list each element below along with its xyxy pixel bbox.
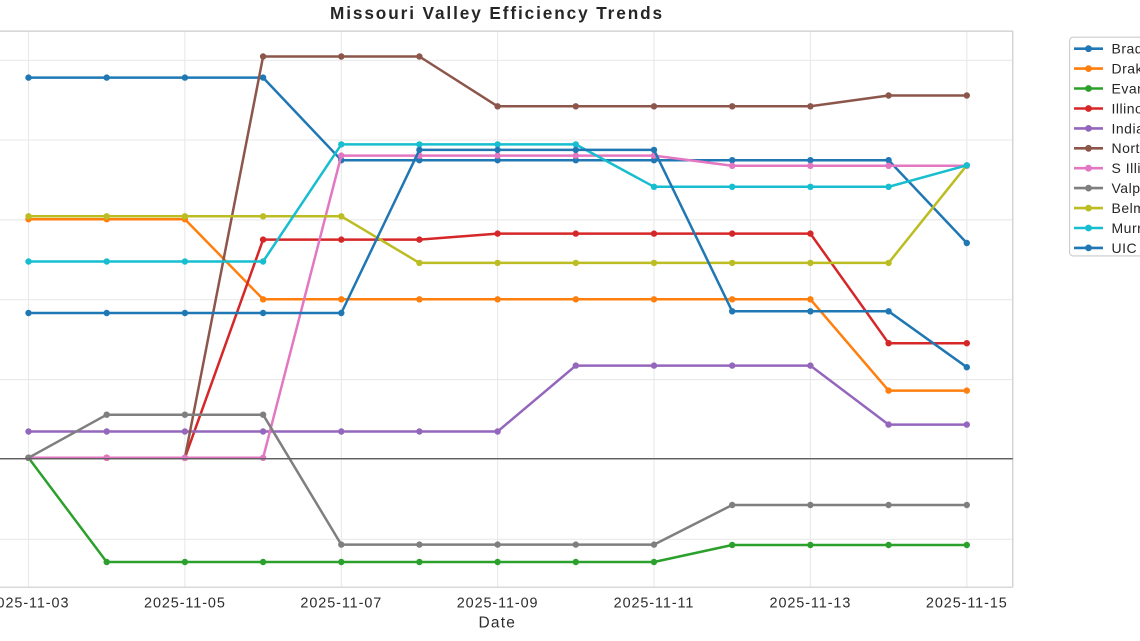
svg-text:Illinois State: Illinois State xyxy=(1112,100,1140,116)
svg-text:2025-11-15: 2025-11-15 xyxy=(926,596,1008,612)
svg-text:S Illinois: S Illinois xyxy=(1112,160,1140,176)
svg-text:UIC: UIC xyxy=(1112,240,1138,256)
svg-text:Murray State: Murray State xyxy=(1112,220,1140,236)
svg-text:Evansville: Evansville xyxy=(1112,80,1140,96)
svg-text:Date: Date xyxy=(479,615,517,632)
svg-text:2025-11-07: 2025-11-07 xyxy=(300,596,382,612)
svg-text:2025-11-09: 2025-11-09 xyxy=(457,596,539,612)
svg-text:2025-11-13: 2025-11-13 xyxy=(770,596,852,612)
svg-text:2025-11-03: 2025-11-03 xyxy=(0,596,69,612)
svg-text:2025-11-05: 2025-11-05 xyxy=(144,596,226,612)
svg-text:Indiana State: Indiana State xyxy=(1112,120,1140,136)
svg-text:Northern Iowa: Northern Iowa xyxy=(1112,140,1140,156)
svg-text:Drake: Drake xyxy=(1112,61,1140,77)
svg-text:2025-11-11: 2025-11-11 xyxy=(614,596,695,612)
svg-text:Valparaiso: Valparaiso xyxy=(1112,180,1140,196)
svg-text:Missouri Valley Efficiency Tre: Missouri Valley Efficiency Trends xyxy=(330,3,664,23)
svg-text:Belmont: Belmont xyxy=(1112,200,1140,216)
svg-text:Bradley: Bradley xyxy=(1112,41,1140,57)
